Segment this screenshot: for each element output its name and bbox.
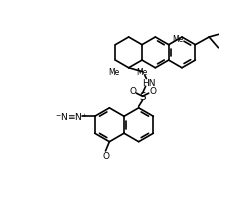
Text: O: O — [129, 86, 136, 95]
Text: O: O — [149, 86, 156, 95]
Text: Me: Me — [136, 68, 148, 77]
Text: O: O — [102, 151, 109, 160]
Text: Me: Me — [108, 68, 120, 77]
Text: $^{-}$N≡N$^{+}$: $^{-}$N≡N$^{+}$ — [55, 111, 88, 123]
Text: Me: Me — [172, 35, 183, 44]
Text: S: S — [139, 92, 146, 102]
Text: HN: HN — [142, 79, 155, 87]
